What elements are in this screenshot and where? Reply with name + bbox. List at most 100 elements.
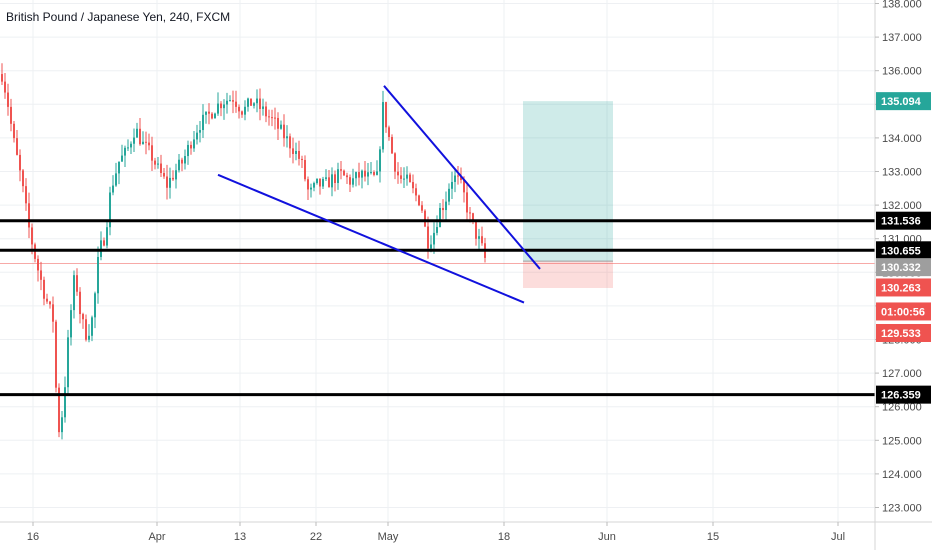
candle-body — [253, 103, 255, 106]
candle-body — [235, 101, 237, 107]
candle-body — [271, 117, 273, 119]
time-tick-label: 15 — [707, 531, 719, 543]
candle-body — [166, 176, 168, 188]
candle-body — [103, 240, 105, 246]
candle-body — [355, 172, 357, 179]
price-tick-label: 138.000 — [882, 0, 922, 11]
candle-body — [181, 159, 183, 164]
candle-body — [67, 337, 69, 388]
candle-body — [61, 417, 63, 433]
time-tick-label: 16 — [27, 531, 39, 543]
candle-body — [46, 298, 48, 302]
price-tag-bg — [876, 241, 931, 260]
candle-body — [301, 158, 303, 160]
candle-body — [421, 205, 423, 211]
price-tag-bg — [876, 385, 931, 404]
candle-body — [442, 207, 444, 211]
candle-body — [322, 178, 324, 187]
price-tick-label: 125.000 — [882, 435, 922, 447]
candle-body — [190, 144, 192, 149]
candle-body — [262, 106, 264, 109]
candle-body — [277, 117, 279, 129]
candle-body — [454, 175, 456, 182]
candle-body — [49, 301, 51, 305]
candle-body — [151, 145, 153, 161]
candle-body — [133, 137, 135, 144]
price-tick-label: 126.000 — [882, 402, 922, 414]
candle-body — [265, 106, 267, 117]
candle-body — [412, 182, 414, 189]
candles — [1, 63, 486, 440]
candle-body — [148, 142, 150, 146]
candle-body — [130, 143, 132, 148]
candle-body — [352, 178, 354, 185]
price-tag-label: 129.533 — [881, 328, 921, 340]
candle-body — [73, 275, 75, 311]
horizontal-lines[interactable] — [0, 219, 875, 397]
candle-body — [286, 136, 288, 139]
candle-body — [475, 221, 477, 239]
candle-body — [169, 177, 171, 188]
candle-body — [367, 172, 369, 177]
time-tick-label: Apr — [148, 531, 165, 543]
candle-body — [154, 160, 156, 165]
price-tick-label: 136.000 — [882, 66, 922, 78]
candle-body — [460, 175, 462, 181]
price-tick-label: 124.000 — [882, 469, 922, 481]
candle-body — [97, 256, 99, 294]
candle-body — [274, 117, 276, 119]
candle-body — [223, 104, 225, 109]
candle-body — [220, 103, 222, 109]
candle-body — [79, 291, 81, 315]
trendlines[interactable] — [217, 85, 541, 304]
candle-body — [415, 188, 417, 196]
candle-body — [346, 175, 348, 178]
candle-body — [64, 387, 66, 418]
price-tag-bg — [876, 302, 931, 321]
chart-title: British Pound / Japanese Yen, 240, FXCM — [6, 10, 230, 24]
candle-body — [238, 106, 240, 112]
price-tag-label: 130.332 — [881, 262, 921, 274]
grid — [0, 0, 875, 522]
time-tick-label: May — [378, 531, 399, 543]
candle-body — [331, 174, 333, 188]
candle-body — [391, 137, 393, 154]
candle-body — [106, 227, 108, 246]
trendline[interactable] — [383, 85, 541, 270]
candle-body — [358, 172, 360, 178]
candle-body — [25, 186, 27, 204]
candle-body — [1, 74, 3, 82]
candle-body — [361, 170, 363, 178]
candle-body — [196, 132, 198, 140]
candle-body — [259, 98, 261, 109]
time-axis[interactable]: 16 Apr 13 22 May 18 Jun 15 Jul — [27, 522, 845, 543]
target-zone[interactable] — [523, 101, 613, 262]
candle-body — [424, 210, 426, 227]
candle-body — [43, 279, 45, 299]
candle-body — [373, 172, 375, 175]
candle-body — [364, 170, 366, 177]
trendline[interactable] — [217, 173, 525, 304]
candle-body — [70, 310, 72, 338]
candle-body — [28, 203, 30, 228]
position-tool[interactable] — [0, 101, 875, 288]
candle-body — [94, 293, 96, 318]
candle-body — [406, 174, 408, 179]
candle-body — [91, 317, 93, 336]
candle-body — [376, 171, 378, 175]
candle-body — [4, 81, 6, 93]
candle-body — [136, 128, 138, 138]
candle-body — [319, 178, 321, 187]
candle-body — [163, 173, 165, 177]
candle-body — [10, 106, 12, 124]
candle-body — [481, 236, 483, 244]
time-tick-label: Jun — [598, 531, 616, 543]
candle-body — [418, 195, 420, 206]
candle-body — [118, 161, 120, 174]
candle-body — [256, 98, 258, 104]
candle-body — [340, 169, 342, 171]
candle-body — [19, 154, 21, 171]
candle-body — [187, 144, 189, 157]
candle-body — [325, 177, 327, 179]
